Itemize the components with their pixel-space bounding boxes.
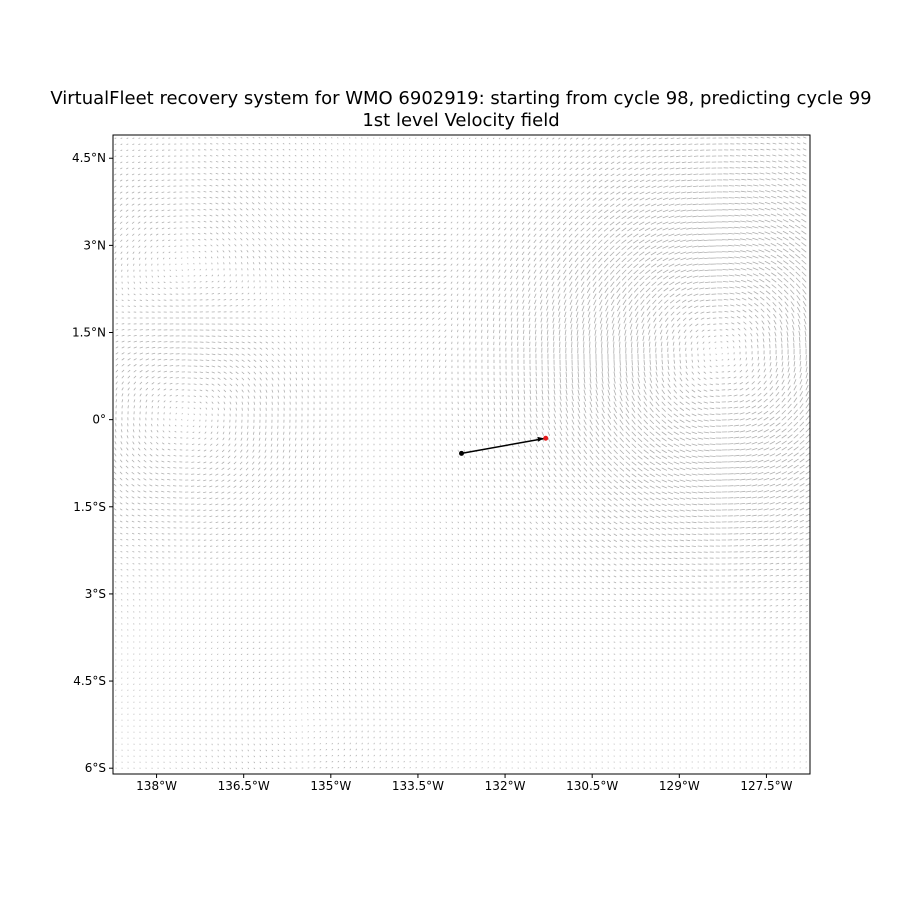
x-tick-label: 129°W: [659, 779, 700, 793]
predicted-position-marker: [543, 435, 549, 441]
start-position-marker: [459, 450, 464, 456]
trajectory-line: [461, 437, 544, 455]
velocity-arrows: [113, 136, 811, 770]
map-frame: [112, 134, 811, 775]
latitude-ticks: 4.5°N 3°N 1.5°N 0° 1.5°S 3°S 4.5°S 6°S: [72, 151, 113, 775]
y-tick-label: 0°: [92, 413, 106, 427]
x-tick-label: 130.5°W: [566, 779, 618, 793]
velocity-field-arrows: [113, 136, 811, 770]
x-tick-label: 127.5°W: [740, 779, 792, 793]
y-tick-label: 1.5°S: [73, 500, 106, 514]
longitude-ticks: 138°W 136.5°W 135°W 133.5°W 132°W 130.5°W 129°…: [136, 774, 793, 793]
float-trajectory: [459, 435, 549, 456]
trajectory-arrowhead: [537, 436, 544, 442]
y-tick-label: 6°S: [85, 761, 106, 775]
y-tick-label: 4.5°S: [73, 674, 106, 688]
y-tick-label: 4.5°N: [72, 151, 106, 165]
x-tick-label: 133.5°W: [392, 779, 444, 793]
y-tick-label: 1.5°N: [72, 326, 106, 340]
x-tick-label: 138°W: [136, 779, 177, 793]
y-tick-label: 3°N: [83, 238, 106, 252]
map-title: VirtualFleet recovery system for WMO 690…: [50, 88, 872, 109]
map-subtitle: 1st level Velocity field: [362, 110, 560, 131]
x-tick-label: 136.5°W: [218, 779, 270, 793]
y-tick-label: 3°S: [85, 587, 106, 601]
x-tick-label: 135°W: [310, 779, 351, 793]
x-tick-label: 132°W: [485, 779, 526, 793]
